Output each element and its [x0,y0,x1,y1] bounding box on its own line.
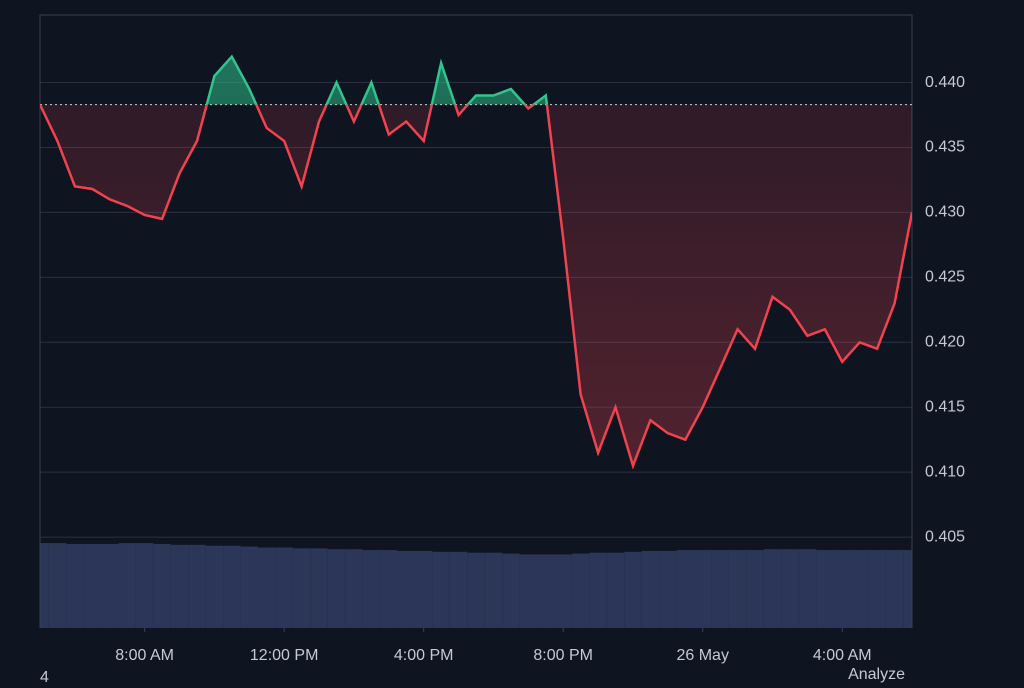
volume-bar [101,543,119,628]
plot-border [39,14,913,628]
volume-bar [624,551,642,628]
volume-bar [397,550,415,628]
volume-bar [868,550,886,628]
volume-bar [223,545,241,628]
volume-bar [153,543,171,628]
area-down [40,104,912,466]
volume-bar [676,550,694,628]
volume-bar [362,550,381,628]
volume-bar [537,554,555,628]
volume-bar [66,543,84,628]
volume-bar [205,545,224,628]
volume-bar [484,552,503,628]
volume-bar [449,551,468,628]
y-tick-label: 0.440 [925,74,965,91]
volume-bar [641,550,660,628]
y-tick-label: 0.420 [925,333,965,350]
volume-bar [83,543,102,628]
volume-bar [554,554,572,628]
volume-bar [519,554,538,628]
volume-bar [48,543,67,628]
volume-bar [380,550,398,628]
volume-bar [816,550,834,628]
x-tick-label: 4:00 PM [394,647,454,664]
volume-bar [781,549,799,628]
volume-bar [275,547,293,628]
x-tick-label: 26 May [676,647,728,664]
footer-link[interactable]: Analyze [848,666,905,683]
volume-bar [258,547,276,628]
y-tick-label: 0.425 [925,269,965,286]
volume-bar [694,550,712,628]
volume-bar [40,543,49,628]
x-tick-label: 12:00 PM [250,647,318,664]
volume-bar [118,543,136,628]
y-tick-label: 0.435 [925,139,965,156]
volume-bar [606,552,625,628]
volume-bar [833,550,851,628]
y-tick-label: 0.405 [925,528,965,545]
price-line-down [40,104,912,470]
volume-bar [711,550,729,628]
volume-bar [903,550,912,628]
volume-bar [345,549,363,628]
volume-bar [432,551,450,628]
y-tick-label: 0.410 [925,463,965,480]
x-tick-label: 8:00 PM [533,647,593,664]
volume-bar [467,552,485,628]
volume-bar [885,550,904,628]
volume-bar [728,550,747,628]
x-tick-label: 4:00 AM [813,647,872,664]
volume-bar [414,550,433,628]
y-tick-label: 0.415 [925,398,965,415]
volume-bar [746,550,764,628]
price-line-up [40,54,549,105]
volume-bar [589,552,607,628]
volume-bar [135,543,154,628]
volume-bar [502,553,520,628]
volume-bar [170,544,189,628]
volume-bar [327,549,346,628]
volume-bar [571,553,590,628]
footer-text: 4 [40,669,49,683]
volume-bar [188,544,206,628]
volume-bar [292,548,311,628]
y-tick-label: 0.430 [925,204,965,221]
volume-bar [763,549,782,628]
volume-bar [659,550,677,628]
x-tick-label: 8:00 AM [115,647,174,664]
volume-bar [798,549,817,628]
volume-bar [310,548,328,628]
volume-bar [240,546,258,628]
volume-bar [850,550,869,628]
